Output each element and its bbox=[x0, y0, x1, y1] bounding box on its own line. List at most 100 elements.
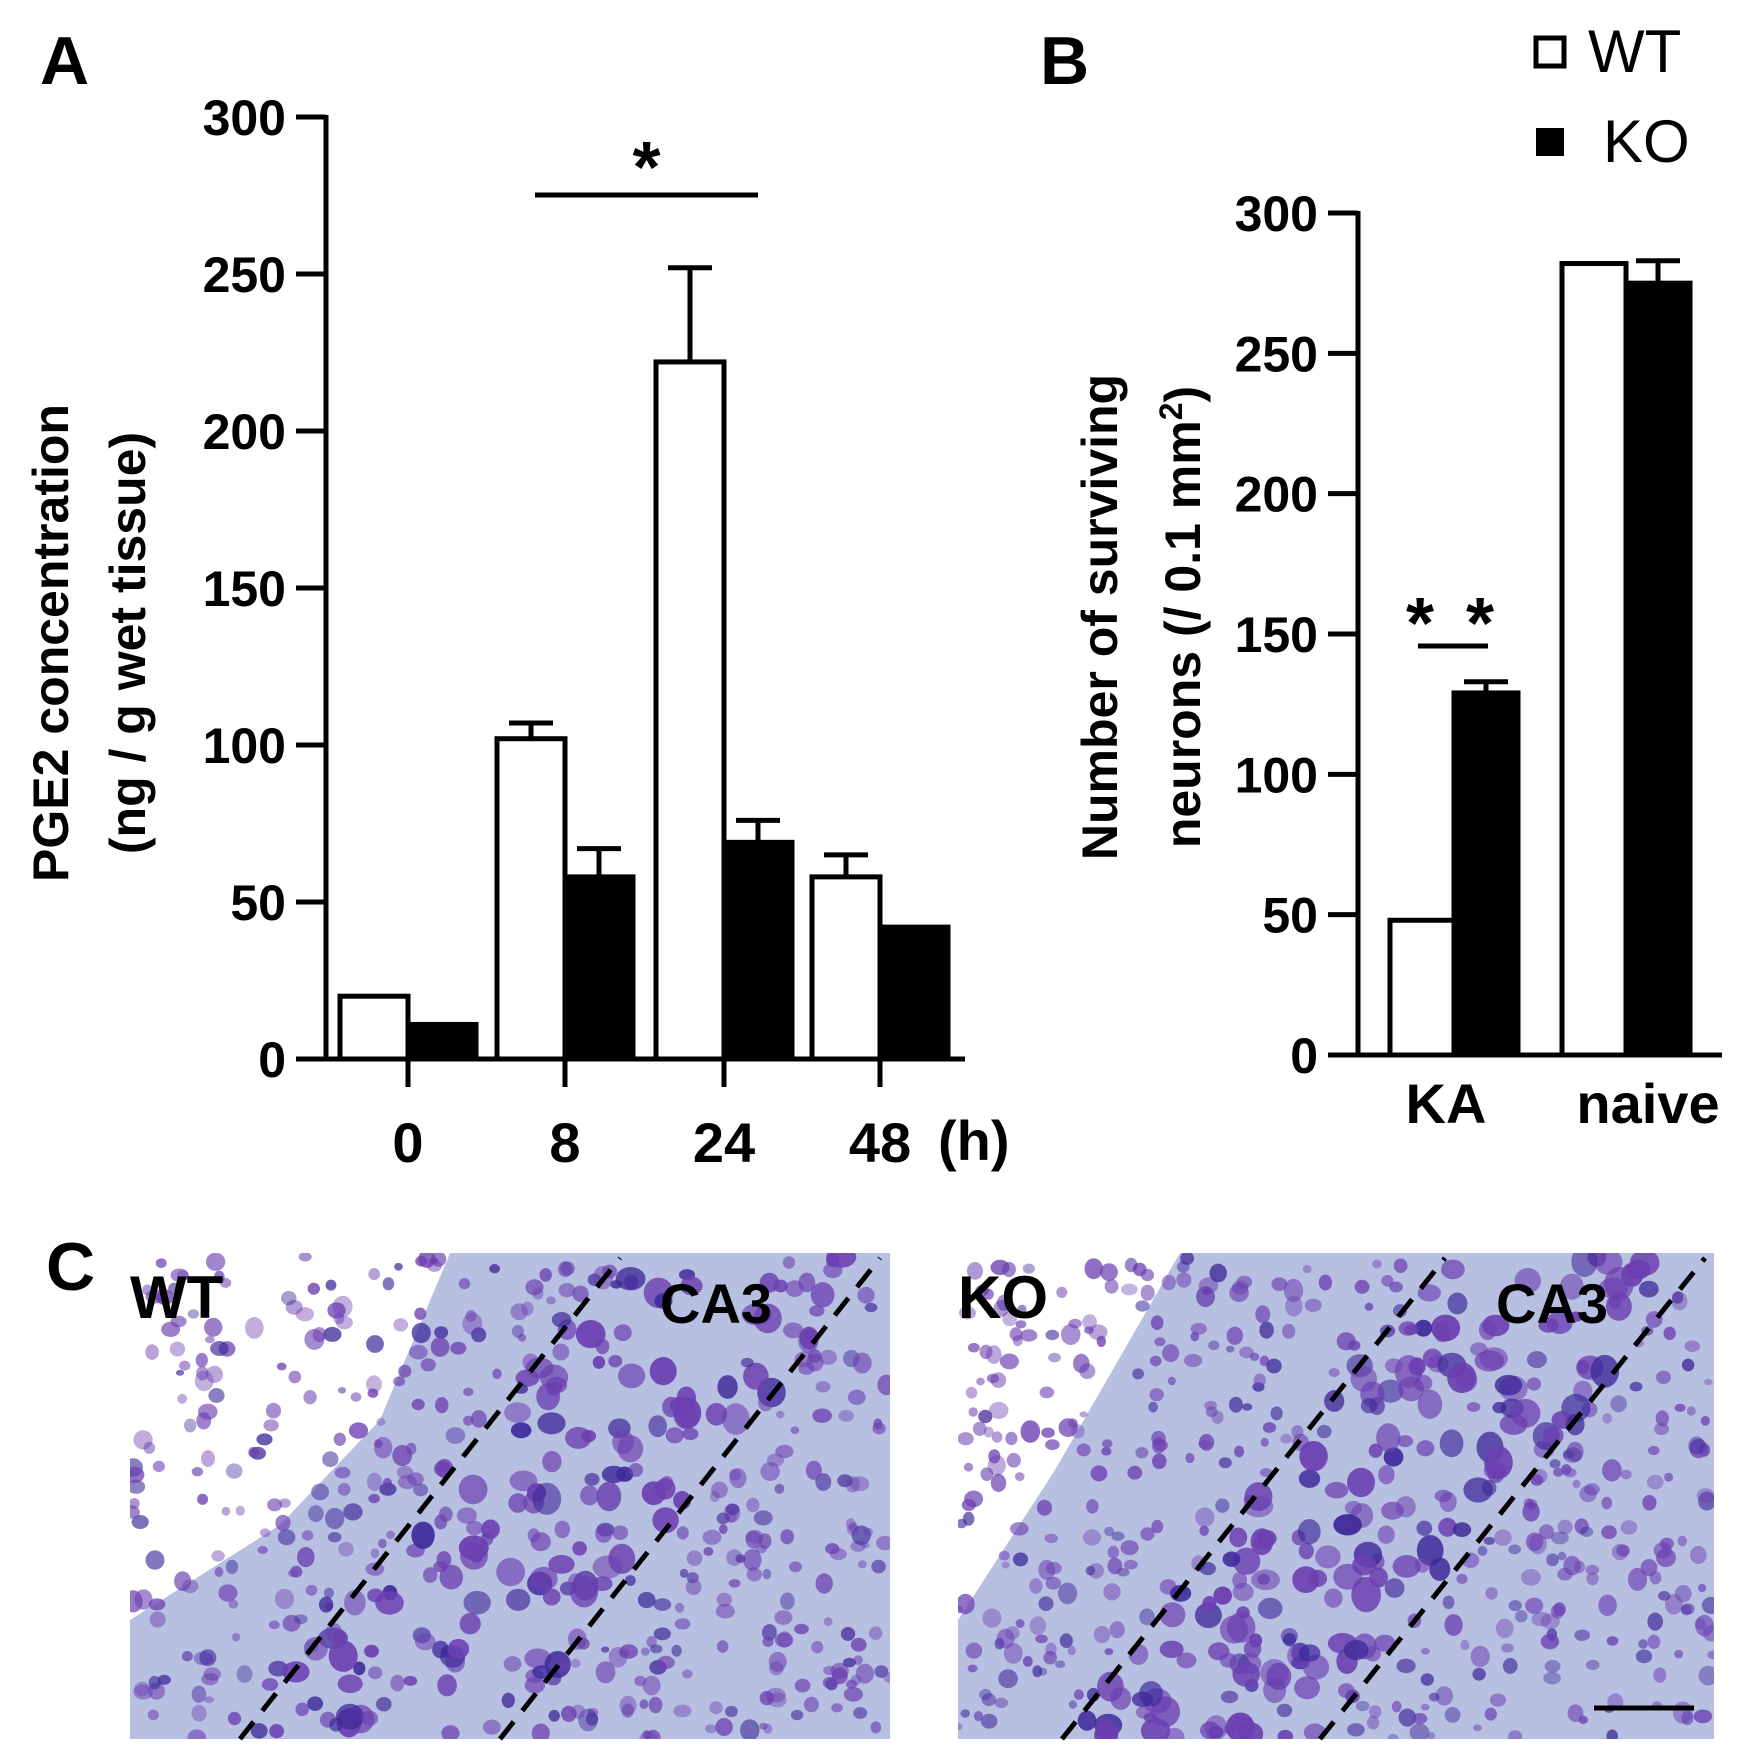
stained-cell bbox=[1307, 1569, 1328, 1587]
stained-cell bbox=[511, 1324, 524, 1338]
stained-cell bbox=[776, 1410, 785, 1419]
chart-b-xtick-label-KA: KA bbox=[1406, 1072, 1487, 1135]
stained-cell bbox=[753, 1510, 773, 1526]
stained-cell bbox=[459, 1612, 481, 1635]
stained-cell bbox=[1041, 1427, 1055, 1438]
stained-cell bbox=[323, 1326, 342, 1342]
stained-cell bbox=[515, 1369, 540, 1387]
stained-cell bbox=[295, 1702, 310, 1717]
stained-cell bbox=[411, 1521, 435, 1550]
stained-cell bbox=[325, 1622, 342, 1642]
stained-cell bbox=[788, 1561, 802, 1573]
stained-cell bbox=[625, 1575, 636, 1586]
stained-cell bbox=[1574, 1518, 1589, 1535]
stained-cell bbox=[1107, 1557, 1123, 1575]
legend-ko-swatch bbox=[1536, 128, 1564, 156]
stained-cell bbox=[1260, 1659, 1289, 1687]
stained-cell bbox=[1180, 1253, 1195, 1265]
stained-cell bbox=[1280, 1628, 1298, 1645]
stained-cell bbox=[187, 1729, 206, 1739]
stained-cell bbox=[559, 1659, 571, 1670]
stained-cell bbox=[1435, 1686, 1454, 1706]
stained-cell bbox=[328, 1640, 358, 1672]
stained-cell bbox=[617, 1435, 644, 1463]
chart-a-ytick-label-100: 100 bbox=[203, 718, 286, 774]
stained-cell bbox=[1084, 1326, 1094, 1334]
panel-label-b: B bbox=[1040, 23, 1089, 99]
stained-cell bbox=[1347, 1723, 1365, 1737]
stained-cell bbox=[1131, 1691, 1154, 1708]
legend-wt-swatch bbox=[1533, 35, 1567, 69]
stained-cell bbox=[803, 1696, 819, 1713]
stained-cell bbox=[409, 1344, 428, 1360]
stained-cell bbox=[334, 1466, 351, 1479]
stained-cell bbox=[1100, 1263, 1118, 1281]
stained-cell bbox=[846, 1679, 858, 1689]
stained-cell bbox=[608, 1646, 628, 1668]
stained-cell bbox=[390, 1674, 405, 1692]
stained-cell bbox=[235, 1505, 245, 1516]
stained-cell bbox=[1583, 1483, 1600, 1496]
stained-cell bbox=[281, 1291, 297, 1306]
stained-cell bbox=[1664, 1472, 1674, 1482]
stained-cell bbox=[1276, 1703, 1293, 1718]
stained-cell bbox=[1438, 1517, 1457, 1537]
stained-cell bbox=[430, 1337, 450, 1357]
stained-cell bbox=[218, 1584, 238, 1602]
stained-cell bbox=[348, 1422, 369, 1439]
stained-cell bbox=[998, 1669, 1018, 1689]
stained-cell bbox=[981, 1693, 997, 1707]
stained-cell bbox=[1466, 1402, 1481, 1412]
legend-wt-label: WT bbox=[1588, 18, 1681, 85]
stained-cell bbox=[406, 1442, 417, 1455]
stained-cell bbox=[1376, 1423, 1401, 1453]
stained-cell bbox=[1010, 1522, 1029, 1536]
stained-cell bbox=[196, 1412, 212, 1430]
stained-cell bbox=[496, 1557, 525, 1587]
chart-a-bar-ko-24 bbox=[721, 839, 795, 1062]
stained-cell bbox=[1232, 1547, 1261, 1575]
stained-cell bbox=[1621, 1262, 1644, 1287]
stained-cell bbox=[1127, 1465, 1143, 1480]
stained-cell bbox=[965, 1386, 978, 1399]
stained-cell bbox=[838, 1409, 854, 1422]
stained-cell bbox=[595, 1524, 613, 1543]
stained-cell bbox=[482, 1719, 501, 1735]
stained-cell bbox=[958, 1605, 964, 1614]
stained-cell bbox=[874, 1665, 889, 1678]
stained-cell bbox=[1648, 1445, 1660, 1456]
stained-cell bbox=[504, 1402, 531, 1423]
stained-cell bbox=[1077, 1710, 1097, 1731]
stained-cell bbox=[753, 1303, 782, 1334]
stained-cell bbox=[811, 1640, 824, 1654]
stained-cell bbox=[462, 1312, 483, 1335]
chart-a: PGE2 concentration (ng / g wet tissue) (… bbox=[23, 90, 1010, 1174]
stained-cell bbox=[1688, 1436, 1705, 1455]
chart-b-bar-ko-naive bbox=[1623, 280, 1693, 1058]
stained-cell bbox=[580, 1485, 599, 1506]
stained-cell bbox=[203, 1667, 221, 1681]
stained-cell bbox=[1002, 1261, 1016, 1278]
stained-cell bbox=[463, 1387, 474, 1397]
stained-cell bbox=[1083, 1529, 1101, 1546]
stained-cell bbox=[1318, 1274, 1333, 1291]
stained-cell bbox=[1211, 1410, 1224, 1425]
stained-cell bbox=[1199, 1433, 1215, 1451]
stained-cell bbox=[382, 1277, 395, 1291]
stained-cell bbox=[1015, 1619, 1025, 1628]
stained-cell bbox=[429, 1257, 439, 1265]
stained-cell bbox=[794, 1623, 809, 1635]
stained-cell bbox=[596, 1481, 622, 1512]
stained-cell bbox=[592, 1355, 606, 1369]
stained-cell bbox=[1120, 1540, 1139, 1556]
stained-cell bbox=[1557, 1519, 1573, 1535]
stained-cell bbox=[1704, 1378, 1713, 1386]
stained-cell bbox=[329, 1717, 343, 1732]
stained-cell bbox=[1439, 1491, 1457, 1513]
stained-cell bbox=[1176, 1272, 1192, 1288]
stained-cell bbox=[986, 1373, 1000, 1384]
stained-cell bbox=[521, 1301, 534, 1316]
stained-cell bbox=[761, 1624, 777, 1641]
stained-cell bbox=[961, 1499, 976, 1511]
